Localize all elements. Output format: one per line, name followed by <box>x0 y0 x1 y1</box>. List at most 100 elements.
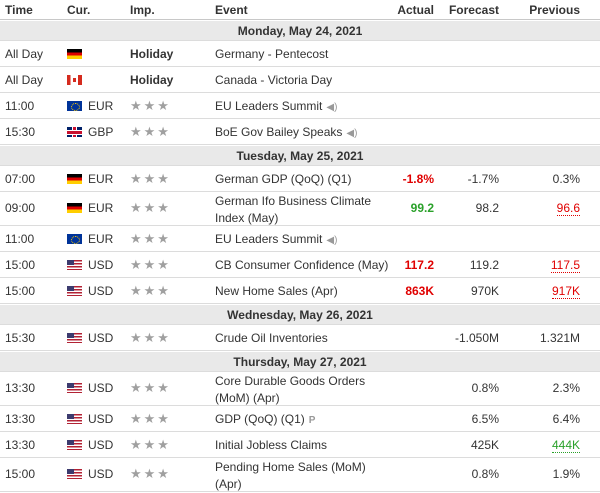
event-name[interactable]: German Ifo Business Climate Index (May) <box>215 193 390 227</box>
previous-value: 117.5 <box>550 258 580 273</box>
table-header: Time Cur. Imp. Event Actual Forecast Pre… <box>0 0 600 20</box>
event-time: 15:30 <box>5 331 36 345</box>
event-name-text[interactable]: Initial Jobless Claims <box>215 438 328 452</box>
event-name-text[interactable]: New Home Sales (Apr) <box>215 284 338 298</box>
event-name-text[interactable]: BoE Gov Bailey Speaks <box>215 125 343 139</box>
forecast-value: 970K <box>470 284 499 298</box>
header-importance: Imp. <box>130 3 155 17</box>
event-currency: USD <box>88 258 114 272</box>
forecast-value: 119.2 <box>469 258 499 272</box>
speaker-icon: ◀) <box>346 128 358 139</box>
table-row[interactable]: 15:30 USD ★★★ Crude Oil Inventories -1.050M 1… <box>0 326 600 351</box>
day-label: Thursday, May 27, 2021 <box>233 355 367 369</box>
event-name-text[interactable]: CB Consumer Confidence (May) <box>215 258 389 272</box>
table-row[interactable]: 15:30 GBP ★★★ BoE Gov Bailey Speaks ◀) <box>0 120 600 145</box>
importance-stars-icon: ★★★ <box>130 257 171 272</box>
event-name[interactable]: CB Consumer Confidence (May) <box>215 257 390 274</box>
event-time: 09:00 <box>5 201 36 215</box>
table-row[interactable]: 13:30 USD ★★★ GDP (QoQ) (Q1) P 6.5% 6.4% <box>0 407 600 432</box>
table-row[interactable]: All Day Holiday Germany - Pentecost <box>0 42 600 67</box>
table-row[interactable]: All Day Holiday Canada - Victoria Day <box>0 68 600 93</box>
table-row[interactable]: 07:00 EUR ★★★ German GDP (QoQ) (Q1) -1.8% -1.… <box>0 167 600 192</box>
event-name-text[interactable]: Germany - Pentecost <box>215 47 329 61</box>
table-row[interactable]: 11:00 EUR ★★★ EU Leaders Summit ◀) <box>0 94 600 119</box>
event-name[interactable]: Pending Home Sales (MoM) (Apr) <box>215 459 390 493</box>
event-time: 07:00 <box>5 172 36 186</box>
event-time: All Day <box>5 73 44 87</box>
day-label: Wednesday, May 26, 2021 <box>227 308 373 322</box>
us-flag-icon <box>67 469 82 479</box>
table-row[interactable]: 09:00 EUR ★★★ German Ifo Business Climate I… <box>0 193 600 226</box>
event-name-text[interactable]: Pending Home Sales (MoM) (Apr) <box>215 460 366 491</box>
table-row[interactable]: 15:00 USD ★★★ CB Consumer Confidence (May) 1… <box>0 253 600 278</box>
event-currency: GBP <box>88 125 114 139</box>
event-name[interactable]: GDP (QoQ) (Q1) P <box>215 411 390 429</box>
day-header-row: Thursday, May 27, 2021 <box>0 352 600 372</box>
event-name[interactable]: EU Leaders Summit ◀) <box>215 98 390 116</box>
event-name[interactable]: Core Durable Goods Orders (MoM) (Apr) <box>215 373 390 407</box>
day-label: Tuesday, May 25, 2021 <box>236 149 364 163</box>
event-name-text[interactable]: German Ifo Business Climate Index (May) <box>215 194 372 225</box>
header-currency: Cur. <box>67 3 91 17</box>
table-row[interactable]: 11:00 EUR ★★★ EU Leaders Summit ◀) <box>0 227 600 252</box>
actual-value: 863K <box>405 284 434 298</box>
speaker-icon: ◀) <box>326 102 338 113</box>
importance-stars-icon: ★★★ <box>130 466 171 481</box>
event-name[interactable]: New Home Sales (Apr) <box>215 283 390 300</box>
event-name[interactable]: Canada - Victoria Day <box>215 72 390 89</box>
preliminary-badge: P <box>308 415 316 426</box>
importance-stars-icon: ★★★ <box>130 231 171 246</box>
importance-stars-icon: ★★★ <box>130 283 171 298</box>
event-name[interactable]: EU Leaders Summit ◀) <box>215 231 390 249</box>
event-name-text[interactable]: GDP (QoQ) (Q1) <box>215 412 305 426</box>
previous-value: 1.321M <box>539 331 580 345</box>
previous-value: 6.4% <box>552 412 580 426</box>
us-flag-icon <box>67 440 82 450</box>
event-time: All Day <box>5 47 44 61</box>
previous-value: 917K <box>551 284 580 299</box>
actual-value: -1.8% <box>402 172 434 186</box>
event-name[interactable]: German GDP (QoQ) (Q1) <box>215 171 390 188</box>
event-name-text[interactable]: Crude Oil Inventories <box>215 331 328 345</box>
event-name[interactable]: Crude Oil Inventories <box>215 330 390 347</box>
event-currency: USD <box>88 467 114 481</box>
us-flag-icon <box>67 414 82 424</box>
event-name-text[interactable]: Core Durable Goods Orders (MoM) (Apr) <box>215 374 366 405</box>
header-event: Event <box>215 3 248 17</box>
previous-value: 444K <box>551 438 580 453</box>
event-name[interactable]: Germany - Pentecost <box>215 46 390 63</box>
table-row[interactable]: 13:30 USD ★★★ Core Durable Goods Orders (Mo… <box>0 373 600 406</box>
event-time: 15:30 <box>5 125 36 139</box>
gb-flag-icon <box>67 127 82 137</box>
day-label: Monday, May 24, 2021 <box>237 24 363 38</box>
de-flag-icon <box>67 49 82 59</box>
header-forecast: Forecast <box>448 3 499 17</box>
previous-value: 2.3% <box>552 381 580 395</box>
importance-stars-icon: ★★★ <box>130 171 171 186</box>
event-name[interactable]: BoE Gov Bailey Speaks ◀) <box>215 124 390 142</box>
event-time: 15:00 <box>5 467 36 481</box>
previous-value: 96.6 <box>556 201 580 216</box>
event-name-text[interactable]: EU Leaders Summit <box>215 232 323 246</box>
previous-value: 0.3% <box>552 172 580 186</box>
header-time: Time <box>5 3 33 17</box>
table-row[interactable]: 15:00 USD ★★★ New Home Sales (Apr) 863K 970K 9… <box>0 279 600 304</box>
importance-stars-icon: ★★★ <box>130 330 171 345</box>
event-name-text[interactable]: German GDP (QoQ) (Q1) <box>215 172 352 186</box>
event-name-text[interactable]: Canada - Victoria Day <box>215 73 333 87</box>
day-header-row: Tuesday, May 25, 2021 <box>0 146 600 166</box>
table-row[interactable]: 15:00 USD ★★★ Pending Home Sales (MoM) (Apr… <box>0 459 600 492</box>
event-name-text[interactable]: EU Leaders Summit <box>215 99 323 113</box>
event-currency: EUR <box>88 172 114 186</box>
event-currency: USD <box>88 412 114 426</box>
event-name[interactable]: Initial Jobless Claims <box>215 437 390 454</box>
event-time: 11:00 <box>5 232 35 246</box>
table-row[interactable]: 13:30 USD ★★★ Initial Jobless Claims 425K 444… <box>0 433 600 458</box>
previous-value: 1.9% <box>552 467 580 481</box>
us-flag-icon <box>67 286 82 296</box>
forecast-value: 98.2 <box>475 201 499 215</box>
forecast-value: 0.8% <box>471 467 499 481</box>
eu-flag-icon <box>67 234 82 244</box>
event-currency: EUR <box>88 99 114 113</box>
ca-flag-icon <box>67 75 82 85</box>
